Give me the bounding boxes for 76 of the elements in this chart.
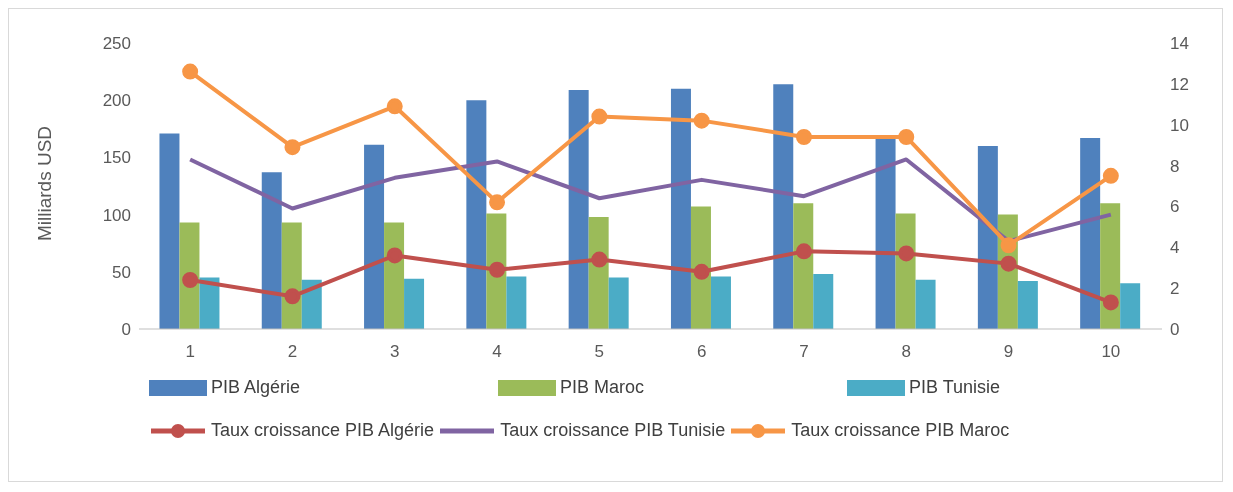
point (182, 271, 199, 288)
point (898, 128, 915, 145)
y-tick-label: 250 (102, 34, 131, 54)
point (182, 63, 199, 80)
x-tick-label: 8 (901, 342, 911, 362)
point (795, 128, 812, 145)
point (284, 288, 301, 305)
bar (1017, 280, 1038, 329)
x-tick-label: 4 (492, 342, 502, 362)
x-tick-label: 5 (594, 342, 605, 362)
point (284, 139, 301, 156)
bar (773, 84, 794, 329)
point (489, 261, 506, 278)
bar (670, 88, 691, 329)
y-tick-label: 150 (102, 148, 131, 168)
bar (710, 276, 731, 329)
y2-tick-label: 6 (1170, 197, 1180, 217)
point (489, 194, 506, 211)
y-tick-label: 50 (112, 262, 131, 282)
bar (364, 144, 385, 329)
y2-tick-label: 14 (1170, 34, 1189, 54)
point (693, 112, 710, 129)
bar (977, 145, 998, 329)
bar (404, 278, 425, 329)
bar (568, 89, 589, 329)
y2-tick-label: 2 (1170, 279, 1180, 299)
bar (486, 213, 507, 329)
legend-label: Taux croissance PIB Maroc (791, 420, 1010, 441)
bar (588, 216, 609, 329)
x-tick-label: 3 (390, 342, 400, 362)
x-tick-label: 1 (185, 342, 195, 362)
y2-tick-label: 10 (1170, 115, 1189, 135)
point (1000, 255, 1017, 272)
bar (793, 203, 814, 329)
legend-label: PIB Maroc (560, 377, 645, 398)
bar (179, 222, 200, 329)
x-tick-label: 10 (1101, 342, 1121, 362)
point (386, 247, 403, 264)
legend-label: PIB Tunisie (909, 377, 1001, 398)
bar (608, 277, 629, 329)
bar (1120, 283, 1141, 329)
point (693, 263, 710, 280)
y-tick-label: 100 (102, 205, 131, 225)
bar (1080, 137, 1101, 329)
y2-tick-label: 12 (1170, 74, 1189, 94)
bar (690, 206, 711, 329)
point (795, 243, 812, 260)
y2-tick-label: 0 (1170, 320, 1180, 340)
y-axis-title: Milliards USD (33, 125, 55, 241)
bar (159, 133, 180, 329)
point (1000, 237, 1017, 254)
x-tick-label: 7 (799, 342, 809, 362)
bar (813, 274, 834, 329)
point (591, 251, 608, 268)
bar (466, 100, 487, 329)
legend-label: Taux croissance PIB Tunisie (500, 420, 726, 441)
bar (384, 222, 405, 329)
bar (895, 213, 916, 329)
bar (261, 172, 282, 329)
point (591, 108, 608, 125)
legend-label: Taux croissance PIB Algérie (211, 420, 435, 441)
y2-tick-label: 8 (1170, 156, 1180, 176)
point (898, 245, 915, 262)
y-tick-label: 0 (121, 320, 131, 340)
x-tick-label: 6 (696, 342, 707, 362)
point (1102, 294, 1119, 311)
bar (915, 279, 936, 329)
bar (875, 136, 896, 329)
x-tick-label: 9 (1003, 342, 1014, 362)
y-tick-label: 200 (102, 91, 131, 111)
y2-tick-label: 4 (1170, 238, 1180, 258)
x-tick-label: 2 (287, 342, 298, 362)
legend-label: PIB Algérie (211, 377, 301, 398)
bar (506, 276, 527, 329)
point (386, 98, 403, 115)
point (1102, 167, 1119, 184)
